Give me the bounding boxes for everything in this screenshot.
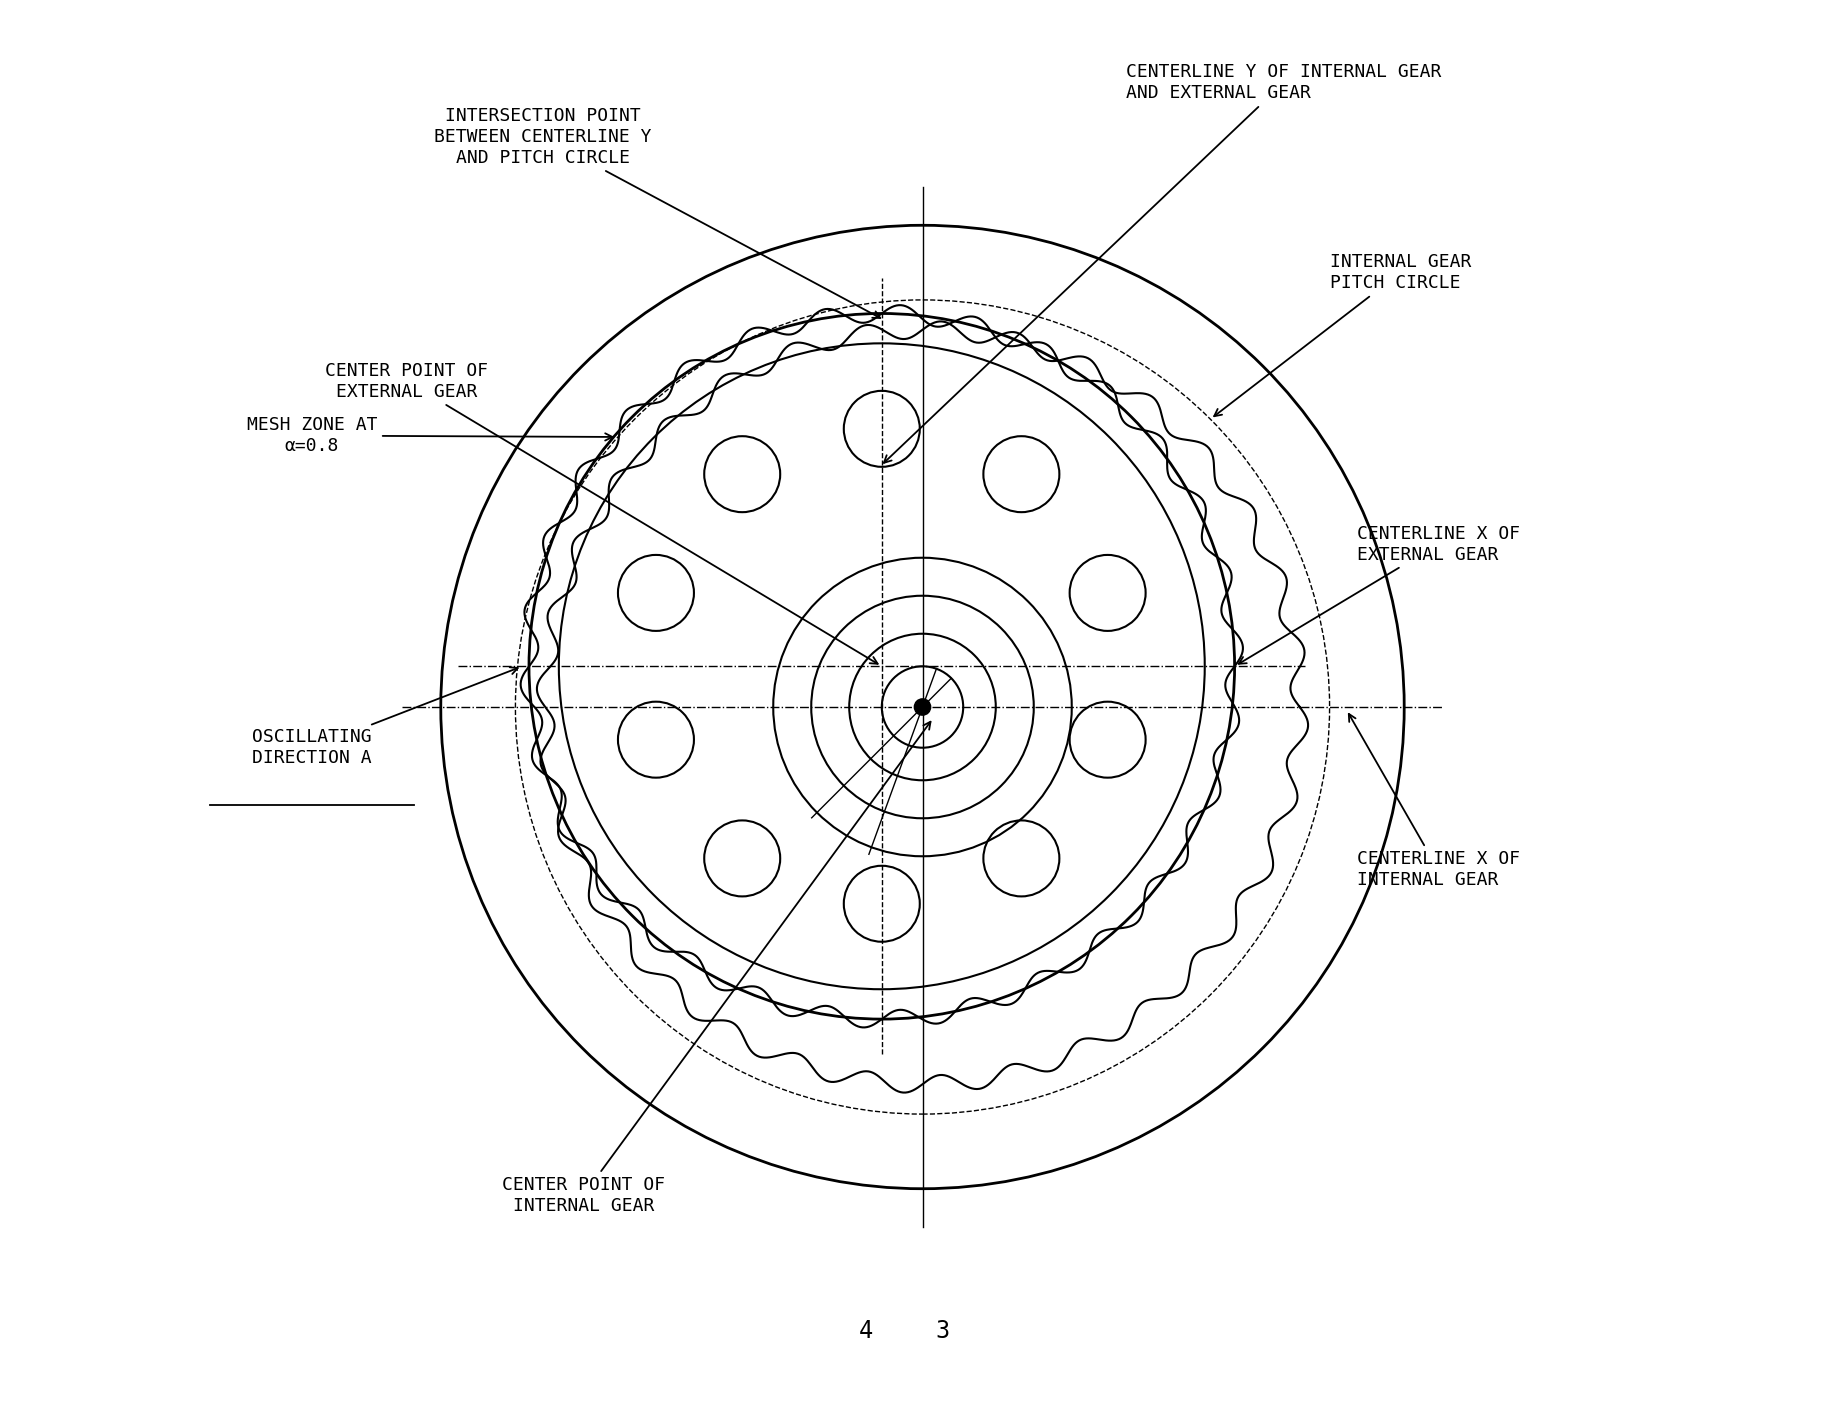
Text: CENTERLINE Y OF INTERNAL GEAR
AND EXTERNAL GEAR: CENTERLINE Y OF INTERNAL GEAR AND EXTERN… [884,64,1441,462]
Text: MESH ZONE AT
α=0.8: MESH ZONE AT α=0.8 [247,416,613,455]
Text: INTERNAL GEAR
PITCH CIRCLE: INTERNAL GEAR PITCH CIRCLE [1214,253,1470,416]
Text: INTERSECTION POINT
BETWEEN CENTERLINE Y
AND PITCH CIRCLE: INTERSECTION POINT BETWEEN CENTERLINE Y … [434,107,880,318]
Text: CENTER POINT OF
EXTERNAL GEAR: CENTER POINT OF EXTERNAL GEAR [325,362,878,663]
Text: 3: 3 [935,1319,950,1343]
Text: CENTER POINT OF
INTERNAL GEAR: CENTER POINT OF INTERNAL GEAR [502,721,930,1215]
Text: 4: 4 [858,1319,873,1343]
Text: CENTERLINE X OF
EXTERNAL GEAR: CENTERLINE X OF EXTERNAL GEAR [1238,525,1520,663]
Text: OSCILLATING
DIRECTION A: OSCILLATING DIRECTION A [253,667,518,768]
Circle shape [915,699,930,715]
Text: CENTERLINE X OF
INTERNAL GEAR: CENTERLINE X OF INTERNAL GEAR [1349,714,1520,889]
